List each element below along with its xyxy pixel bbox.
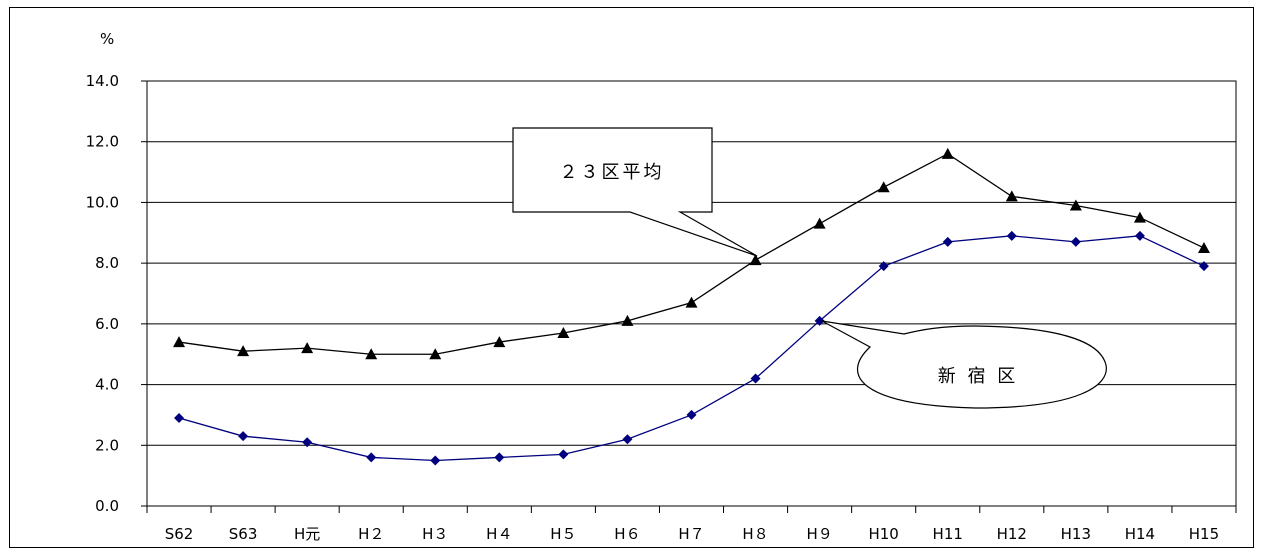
- x-tick-label: H３: [422, 525, 448, 543]
- data-point-diamond: [558, 449, 569, 460]
- axes: [141, 80, 1237, 513]
- data-point-triangle: [1069, 199, 1082, 211]
- data-point-diamond: [750, 373, 761, 384]
- x-tick-label: H７: [678, 525, 704, 543]
- x-tick-label: H15: [1189, 525, 1219, 543]
- data-point-triangle: [685, 296, 698, 308]
- callout-label-shinjuku: 新 宿 区: [938, 366, 1018, 387]
- data-point-triangle: [877, 181, 890, 193]
- data-point-diamond: [430, 455, 441, 466]
- x-tick-label: S62: [165, 525, 194, 543]
- x-tick-label: H２: [358, 525, 384, 543]
- data-point-diamond: [238, 431, 249, 442]
- y-tick-label: 14.0: [86, 72, 119, 90]
- data-point-diamond: [878, 261, 889, 272]
- x-tick-label: H６: [614, 525, 640, 543]
- x-tick-label: H10: [868, 525, 898, 543]
- data-point-diamond: [686, 409, 697, 420]
- data-point-diamond: [494, 452, 505, 463]
- data-point-triangle: [493, 336, 506, 348]
- data-point-triangle: [1197, 241, 1210, 253]
- data-point-diamond: [1134, 230, 1145, 241]
- series-0: [173, 147, 1210, 360]
- callout-shinjuku: 新 宿 区: [821, 320, 1107, 409]
- series-layer: [173, 147, 1210, 466]
- x-tick-label: H14: [1125, 525, 1155, 543]
- data-point-diamond: [1070, 236, 1081, 247]
- callout-box-shape: [512, 127, 758, 257]
- data-point-diamond: [1006, 230, 1017, 241]
- data-point-triangle: [941, 147, 954, 159]
- y-tick-label: 10.0: [86, 193, 119, 211]
- data-point-diamond: [174, 412, 185, 423]
- y-axis-unit: %: [100, 30, 114, 48]
- data-point-diamond: [302, 437, 313, 448]
- x-tick-label: H８: [742, 525, 768, 543]
- chart-frame: [9, 7, 1254, 548]
- data-point-diamond: [1198, 261, 1209, 272]
- x-tick-label: H12: [997, 525, 1027, 543]
- data-point-triangle: [429, 348, 442, 360]
- x-tick-label: H４: [486, 525, 512, 543]
- callout-label-23ku-average: ２３区平均: [560, 162, 665, 183]
- callout-ellipse-shape: [821, 320, 1107, 409]
- data-point-triangle: [237, 345, 250, 357]
- data-point-diamond: [814, 315, 825, 326]
- callout-23ku-average: ２３区平均: [512, 127, 758, 257]
- y-tick-label: 12.0: [86, 133, 119, 151]
- x-tick-label: S63: [229, 525, 258, 543]
- x-tick-label: H５: [550, 525, 576, 543]
- data-point-triangle: [173, 336, 186, 348]
- series-1: [174, 230, 1209, 466]
- y-tick-label: 2.0: [95, 436, 119, 454]
- y-tick-label: 6.0: [95, 315, 119, 333]
- data-point-triangle: [557, 326, 570, 338]
- data-point-triangle: [621, 314, 634, 326]
- x-tick-labels: S62 S63 H元 H２ H３ H４ H５ H６ H７ H８ H９ H10 H11 H12 H13 H14 H…: [165, 525, 1219, 543]
- data-point-triangle: [749, 254, 762, 266]
- x-tick-label: H13: [1061, 525, 1091, 543]
- data-point-triangle: [1133, 211, 1146, 223]
- y-tick-label: 4.0: [95, 376, 119, 394]
- data-point-diamond: [366, 452, 377, 463]
- y-tick-label: 0.0: [95, 497, 119, 515]
- x-tick-label: H９: [806, 525, 832, 543]
- y-tick-labels: 0.0 2.0 4.0 6.0 8.0 10.0 12.0 14.0: [86, 72, 119, 515]
- data-point-triangle: [813, 217, 826, 229]
- data-point-diamond: [622, 434, 633, 445]
- data-point-triangle: [365, 348, 378, 360]
- y-tick-label: 8.0: [95, 254, 119, 272]
- data-point-diamond: [942, 236, 953, 247]
- plot-area-border: [146, 80, 1237, 507]
- data-point-triangle: [1005, 190, 1018, 202]
- x-tick-label: H元: [294, 525, 320, 543]
- x-tick-label: H11: [933, 525, 963, 543]
- data-point-triangle: [301, 342, 314, 354]
